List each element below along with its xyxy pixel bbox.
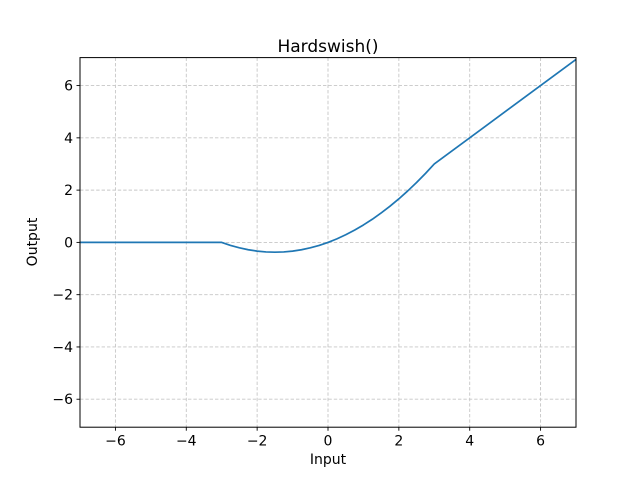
- x-tick-label: 2: [394, 434, 403, 450]
- x-tick-label: −2: [247, 434, 268, 450]
- y-tick-label: 2: [64, 183, 73, 199]
- y-tick-label: −4: [52, 340, 73, 356]
- y-axis-label: Output: [25, 217, 41, 267]
- y-tick-label: −6: [52, 392, 73, 408]
- x-tick-label: −6: [105, 434, 126, 450]
- series-line-hardswish: [80, 58, 577, 254]
- y-tick-label: −2: [52, 288, 73, 304]
- x-axis-label: Input: [309, 452, 347, 468]
- y-tick-label: 4: [64, 131, 73, 147]
- x-tick-label: 4: [465, 434, 474, 450]
- x-tick-label: 6: [536, 434, 545, 450]
- y-tick-label: 6: [64, 79, 73, 95]
- axes-spines: [79, 57, 577, 428]
- y-tick-label: 0: [64, 235, 73, 251]
- chart-title: Hardswish(): [277, 37, 379, 57]
- x-tick-label: 0: [324, 434, 333, 450]
- x-tick-label: −4: [176, 434, 197, 450]
